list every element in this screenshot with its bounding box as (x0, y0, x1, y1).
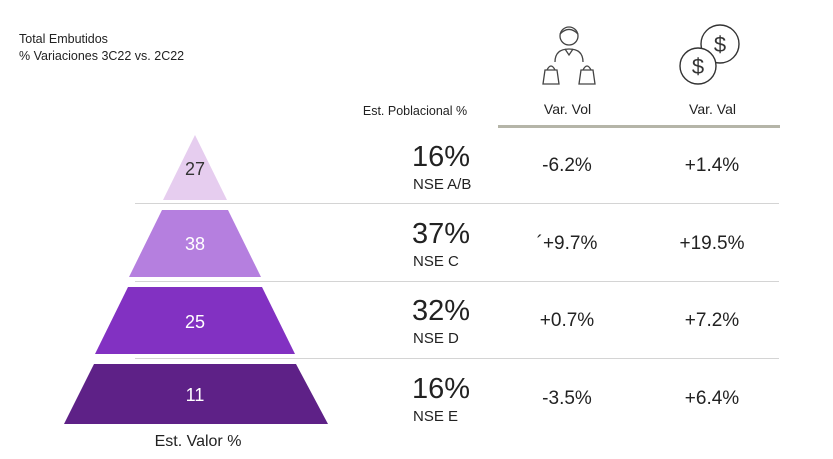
row-divider (135, 358, 779, 359)
header-poblacional: Est. Poblacional % (362, 104, 468, 118)
header-rule (498, 125, 780, 128)
nse-label: NSE D (413, 330, 459, 347)
nse-label: NSE A/B (413, 176, 472, 193)
pyramid-value-2: 38 (185, 234, 205, 254)
poblacional-value: 16% (412, 373, 471, 405)
var-vol-value: ´+9.7% (536, 233, 598, 254)
pyramid-value-3: 25 (185, 312, 205, 332)
svg-text:$: $ (714, 32, 726, 57)
pyramid-tier-1 (163, 135, 227, 200)
var-val-value: +6.4% (684, 388, 740, 409)
poblacional-value: 32% (412, 295, 471, 327)
title-line-2: % Variaciones 3C22 vs. 2C22 (19, 49, 185, 63)
var-val-value: +7.2% (684, 310, 740, 331)
pyramid-value-4: 11 (186, 385, 205, 405)
shopper-with-bags-icon (542, 26, 596, 85)
header-var-vol: Var. Vol (543, 101, 592, 117)
pyramid-value-1: 27 (185, 159, 205, 179)
var-vol-value: -3.5% (542, 388, 592, 409)
dollar-coins-icon: $ $ (679, 24, 740, 85)
pyramid-tier-2 (129, 210, 261, 277)
nse-label: NSE C (413, 253, 459, 270)
poblacional-value: 16% (412, 141, 471, 173)
header-var-val: Var. Val (689, 101, 736, 117)
pyramid-axis-label: Est. Valor % (154, 433, 242, 450)
poblacional-value: 37% (412, 218, 471, 250)
pyramid-tier-3 (95, 287, 295, 354)
nse-label: NSE E (413, 408, 459, 425)
title-line-1: Total Embutidos (19, 32, 108, 46)
pyramid-tier-4 (64, 364, 328, 424)
var-vol-value: -6.2% (542, 155, 592, 176)
svg-text:$: $ (692, 54, 704, 79)
row-divider (135, 281, 779, 282)
var-val-value: +1.4% (684, 155, 740, 176)
var-val-value: +19.5% (679, 233, 745, 254)
var-vol-value: +0.7% (539, 310, 595, 331)
chart-title: Total Embutidos % Variaciones 3C22 vs. 2… (19, 31, 184, 65)
row-divider (135, 203, 779, 204)
